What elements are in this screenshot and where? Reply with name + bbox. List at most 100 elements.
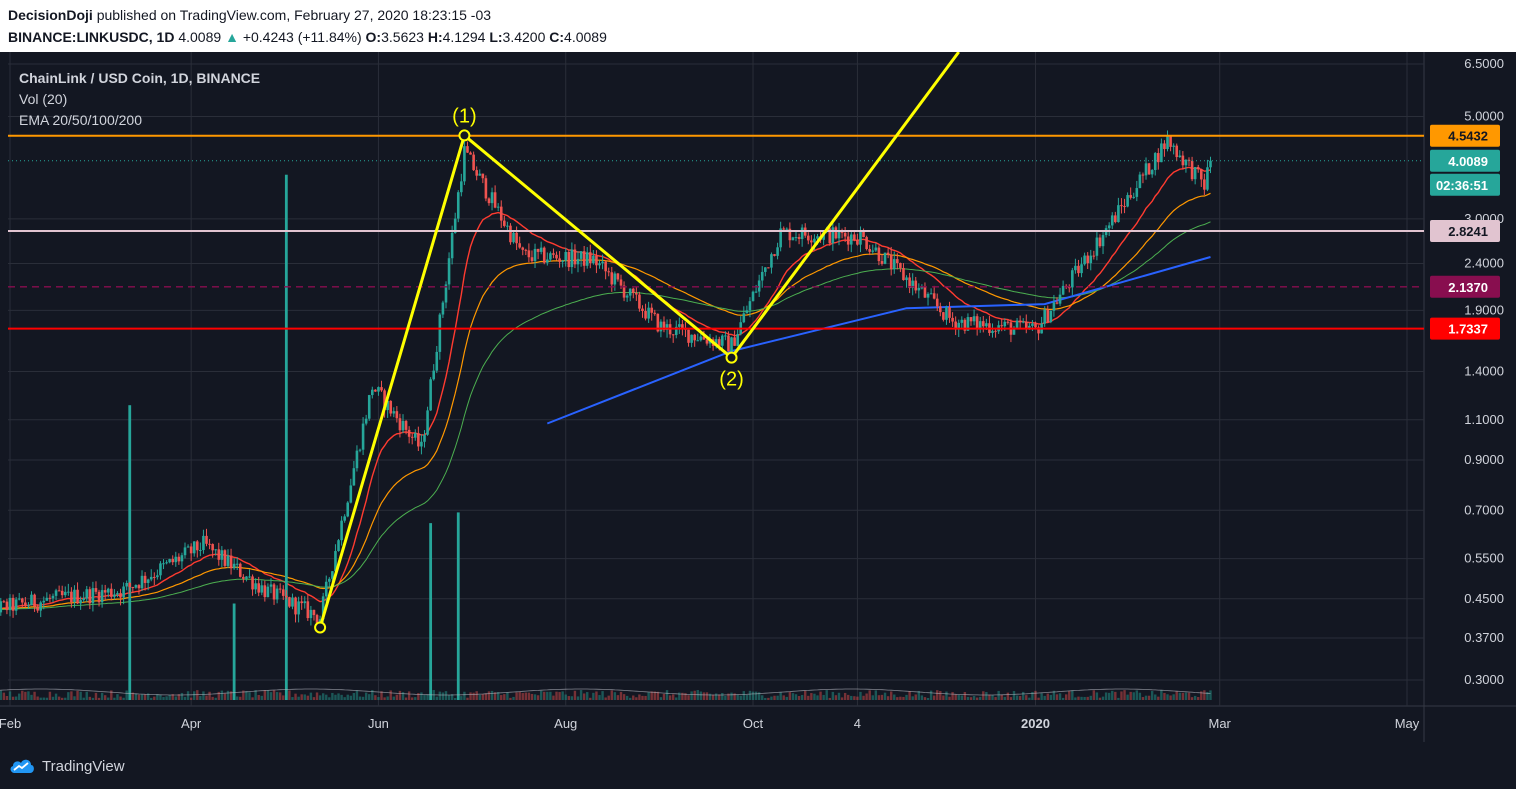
- volume-bar: [45, 697, 49, 700]
- y-tick-label: 0.3000: [1464, 672, 1504, 687]
- volume-bar: [1086, 696, 1089, 700]
- x-tick-label: Aug: [554, 716, 577, 731]
- volume-bar: [847, 694, 850, 700]
- y-tick-label: 1.1000: [1464, 412, 1504, 427]
- candle-body: [1169, 136, 1172, 147]
- volume-bar: [856, 696, 859, 700]
- volume-bar: [1077, 696, 1080, 700]
- candle-body: [17, 598, 21, 600]
- volume-bar: [389, 690, 392, 700]
- candle-body: [1098, 237, 1102, 247]
- candle-body: [438, 314, 442, 352]
- volume-bar: [515, 692, 518, 700]
- price-axis-label: [1430, 173, 1500, 196]
- volume-bar: [1003, 696, 1006, 700]
- volume-bar: [355, 690, 359, 700]
- candle-body: [383, 390, 386, 411]
- candle-body: [834, 227, 838, 239]
- candle-body: [923, 287, 927, 298]
- candle-body: [355, 450, 359, 469]
- candle-body: [386, 400, 389, 411]
- candle-body: [533, 248, 537, 262]
- candle-body: [278, 588, 282, 590]
- volume-bar: [1031, 692, 1034, 700]
- candle-body: [902, 267, 905, 281]
- volume-bar: [153, 696, 156, 700]
- volume-bar: [834, 695, 838, 700]
- volume-bar: [908, 691, 911, 700]
- wave-trendline[interactable]: [730, 52, 960, 359]
- chart-canvas[interactable]: 6.50005.00003.00002.40001.90001.40001.10…: [0, 52, 1516, 747]
- candle-body: [981, 321, 985, 327]
- candle-body: [939, 306, 942, 313]
- volume-bar: [592, 692, 595, 700]
- wave-point-marker[interactable]: [458, 129, 471, 142]
- candle-body: [1021, 321, 1025, 323]
- volume-bar: [196, 690, 199, 700]
- high-key: H:: [427, 29, 443, 45]
- candle-body: [242, 576, 245, 579]
- volume-bar: [318, 695, 322, 700]
- wave-point-marker[interactable]: [314, 621, 327, 634]
- candle-body: [760, 271, 764, 281]
- candle-body: [88, 589, 92, 604]
- candle-body: [110, 588, 113, 597]
- candle-body: [972, 316, 976, 322]
- volume-bar: [472, 692, 475, 700]
- candle-body: [813, 238, 816, 243]
- volume-bar: [407, 691, 411, 700]
- candle-body: [478, 173, 482, 176]
- candle-body: [628, 288, 632, 296]
- legend-volume[interactable]: Vol (20): [19, 91, 68, 107]
- chart-pane[interactable]: 6.5000 5.0000 3.0000 2.4000 1.9000 1.4000 1.10…: [0, 52, 1516, 747]
- candle-body: [202, 535, 205, 551]
- candle-body: [168, 559, 171, 563]
- candle-body: [751, 291, 755, 302]
- wave-trendline[interactable]: [463, 134, 733, 359]
- candle-body: [886, 252, 890, 255]
- wave-point-marker[interactable]: [725, 351, 738, 364]
- volume-bar: [343, 697, 346, 700]
- volume-bar: [368, 694, 371, 700]
- volume-bar: [533, 694, 537, 700]
- candle-body: [100, 590, 104, 603]
- candle-body: [727, 335, 730, 352]
- volume-bar: [1129, 691, 1132, 700]
- candle-body: [828, 228, 832, 244]
- volume-bar: [168, 694, 171, 700]
- volume-bar: [110, 690, 113, 700]
- wave-trendline[interactable]: [318, 135, 466, 628]
- volume-bar: [724, 695, 727, 700]
- candle-body: [1015, 320, 1019, 328]
- volume-bar: [450, 694, 454, 700]
- candle-body: [263, 585, 267, 598]
- volume-bar: [414, 697, 417, 700]
- volume-bar: [186, 691, 190, 700]
- volume-bar: [518, 691, 521, 700]
- candle-body: [1083, 255, 1086, 265]
- candle-body: [1077, 265, 1080, 274]
- chart-legend: ChainLink / USD Coin, 1D, BINANCE Vol (2…: [19, 68, 260, 131]
- candle-body: [978, 321, 982, 329]
- tradingview-brand[interactable]: TradingView: [8, 757, 125, 775]
- y-tick-label: 0.5500: [1464, 551, 1504, 566]
- volume-bar: [64, 697, 67, 700]
- candle-body: [349, 485, 353, 503]
- volume-bar: [417, 693, 420, 700]
- candle-body: [945, 307, 948, 320]
- volume-bar: [392, 696, 395, 700]
- volume-bar: [659, 697, 663, 700]
- legend-ema[interactable]: EMA 20/50/100/200: [19, 112, 142, 128]
- candle-body: [33, 594, 36, 607]
- volume-bar: [453, 697, 457, 700]
- volume-bar: [1203, 690, 1206, 700]
- author-name[interactable]: DecisionDoji: [8, 7, 93, 23]
- candle-body: [156, 575, 159, 578]
- ema50-line: [0, 192, 1211, 610]
- volume-bar: [690, 691, 693, 700]
- candle-body: [1086, 255, 1089, 264]
- volume-bar: [24, 691, 27, 700]
- candle-body: [917, 287, 921, 291]
- legend-title[interactable]: ChainLink / USD Coin, 1D, BINANCE: [19, 70, 261, 86]
- candle-body: [926, 293, 930, 298]
